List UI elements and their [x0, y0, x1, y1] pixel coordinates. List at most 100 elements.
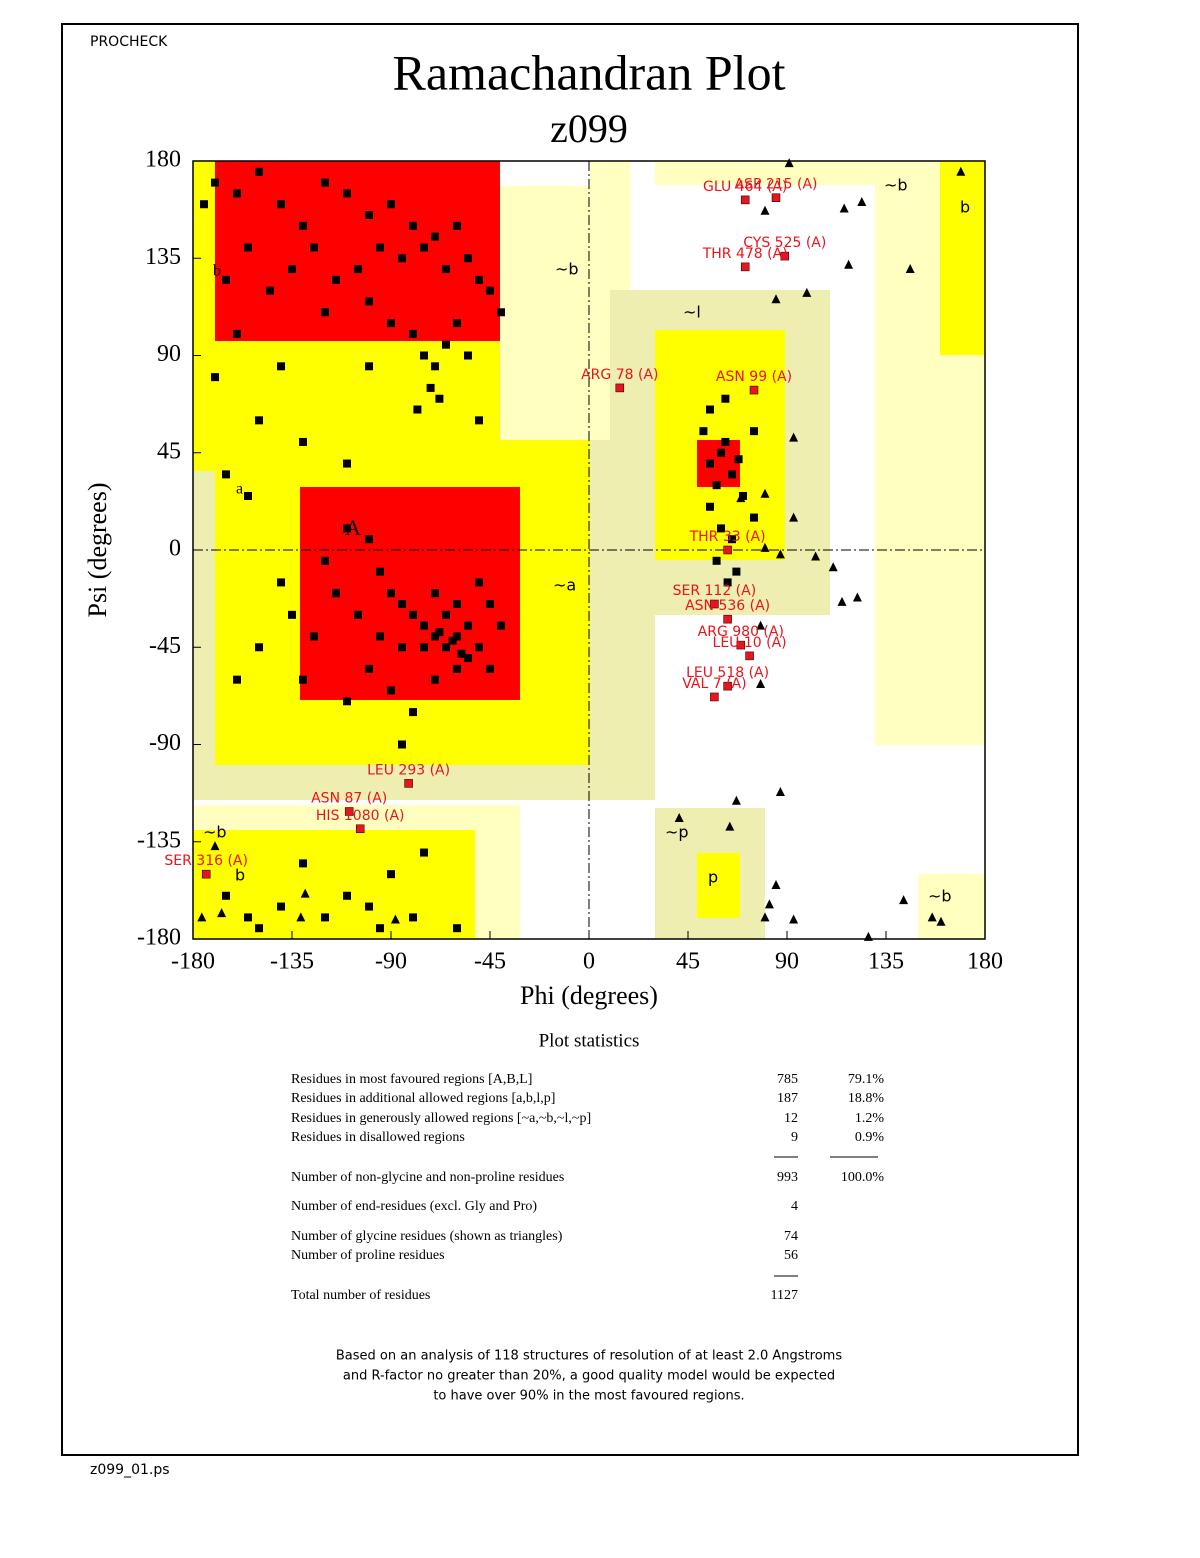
residue-point	[409, 221, 417, 230]
residue-point	[255, 643, 263, 652]
residue-point	[712, 481, 721, 490]
residue-point	[442, 265, 450, 274]
residue-point	[277, 362, 285, 371]
glycine-point	[863, 931, 873, 941]
y-tick-label: 180	[145, 147, 181, 173]
glycine-point	[674, 812, 684, 822]
residue-point	[233, 329, 241, 338]
residue-point	[453, 600, 461, 609]
residue-point	[464, 351, 472, 360]
outlier-label: THR 33 (A)	[689, 529, 766, 545]
residue-point	[200, 200, 208, 209]
chart-title: Ramachandran Plot	[393, 44, 786, 100]
outlier-label: ASP 215 (A)	[734, 177, 817, 193]
outlier-point	[710, 692, 719, 702]
residue-point	[244, 243, 252, 252]
residue-point	[420, 351, 428, 360]
residue-point	[354, 610, 362, 619]
residue-point	[365, 902, 373, 911]
region	[215, 161, 500, 341]
residue-point	[728, 535, 736, 544]
residue-point	[321, 556, 329, 565]
residue-point	[277, 578, 285, 587]
residue-point	[464, 654, 472, 663]
x-tick-label: -180	[171, 949, 215, 975]
outlier-label: GLU 464 (A)	[703, 179, 787, 195]
stats-cell: Number of glycine residues (shown as tri…	[291, 1229, 563, 1244]
outlier-label: ASN 87 (A)	[311, 790, 387, 806]
residue-point	[398, 254, 406, 263]
residue-point	[222, 275, 230, 284]
region	[500, 161, 590, 186]
x-tick-label: 135	[868, 949, 904, 975]
outlier-point	[740, 262, 750, 272]
outlier-label: SER 316 (A)	[164, 853, 248, 869]
outlier-point	[615, 383, 625, 393]
region-label: ~a	[553, 576, 576, 595]
residue-point	[721, 437, 730, 446]
residue-point	[343, 697, 351, 706]
residue-point	[475, 578, 483, 587]
stats-cell: Total number of residues	[291, 1288, 430, 1303]
outlier-point	[736, 640, 746, 650]
stats-note: to have over 90% in the most favoured re…	[433, 1389, 744, 1404]
residue-point	[332, 589, 340, 598]
region	[918, 874, 985, 939]
residue-point	[211, 373, 219, 382]
residue-point	[343, 459, 351, 468]
residue-point	[723, 578, 732, 587]
residue-point	[255, 924, 263, 933]
residue-point	[732, 567, 741, 576]
glycine-point	[390, 914, 400, 924]
outlier-point	[780, 251, 790, 261]
outlier-label: LEU 293 (A)	[367, 762, 450, 778]
footer: z099_01.ps	[90, 1462, 170, 1478]
residue-point	[244, 491, 252, 500]
residue-point	[486, 664, 494, 673]
glycine-point	[899, 895, 909, 905]
glycine-point	[839, 203, 849, 213]
residue-point	[310, 243, 318, 252]
residue-point	[706, 502, 714, 511]
glycine-point	[725, 821, 735, 831]
residue-point	[398, 643, 406, 652]
glycine-point	[764, 899, 774, 909]
residue-point	[475, 643, 483, 652]
glycine-point	[789, 512, 799, 522]
glycine-point	[756, 620, 766, 630]
glycine-point	[775, 787, 785, 797]
region	[697, 853, 740, 918]
outlier-label: ASN 99 (A)	[716, 369, 792, 385]
residue-point	[398, 740, 406, 749]
regions	[193, 161, 985, 939]
residue-point	[376, 632, 384, 641]
residue-point	[734, 455, 743, 464]
stats-cell: Residues in most favoured regions [A,B,L…	[291, 1072, 532, 1087]
stats-cell: 4	[791, 1199, 798, 1214]
residue-point	[706, 405, 714, 414]
residue-point	[365, 362, 373, 371]
residue-point	[728, 470, 736, 479]
outlier-label: SER 112 (A)	[673, 583, 757, 599]
outlier-point	[723, 614, 732, 624]
residue-point	[426, 383, 435, 392]
region-label: p	[708, 868, 718, 887]
glycine-point	[197, 912, 207, 922]
stats-cell: 74	[784, 1229, 798, 1244]
stats-cell: 18.8%	[848, 1091, 885, 1106]
glycine-point	[756, 678, 766, 688]
residue-point	[431, 362, 439, 371]
outlier-point	[771, 193, 781, 202]
stats-cell: Residues in disallowed regions	[291, 1130, 465, 1145]
residue-point	[409, 329, 417, 338]
residue-point	[299, 437, 307, 446]
residue-point	[409, 708, 417, 717]
glycine-point	[802, 287, 812, 297]
residue-point	[420, 621, 428, 630]
residue-point	[365, 211, 373, 220]
residue-point	[299, 859, 307, 868]
stats-cell: Residues in generously allowed regions […	[291, 1111, 591, 1126]
region-label: b	[213, 263, 221, 280]
residue-point	[420, 243, 428, 252]
glycine-point	[828, 562, 838, 572]
